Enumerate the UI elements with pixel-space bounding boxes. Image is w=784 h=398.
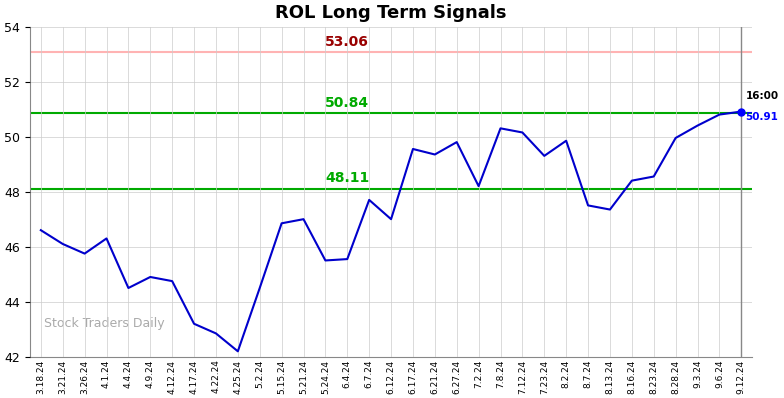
Text: 48.11: 48.11	[325, 171, 369, 185]
Text: 16:00: 16:00	[746, 92, 779, 101]
Text: Stock Traders Daily: Stock Traders Daily	[45, 317, 165, 330]
Text: 50.91: 50.91	[746, 111, 779, 121]
Title: ROL Long Term Signals: ROL Long Term Signals	[275, 4, 506, 22]
Text: 53.06: 53.06	[325, 35, 369, 49]
Text: 50.84: 50.84	[325, 96, 369, 110]
